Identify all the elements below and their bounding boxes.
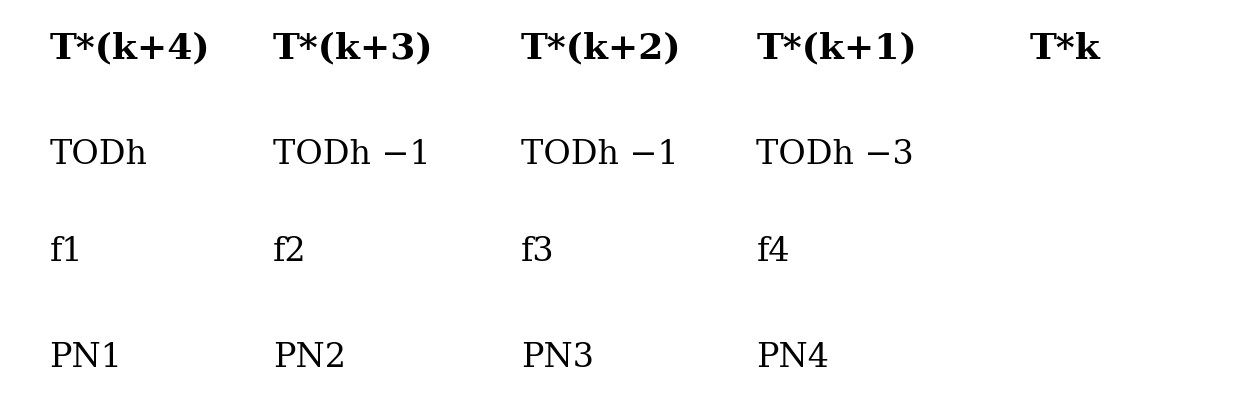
Text: PN2: PN2	[273, 342, 346, 374]
Text: T*(k+1): T*(k+1)	[756, 32, 918, 66]
Text: f2: f2	[273, 236, 306, 268]
Text: PN3: PN3	[521, 342, 594, 374]
Text: T*(k+2): T*(k+2)	[521, 32, 682, 66]
Text: TODh: TODh	[50, 139, 148, 171]
Text: f4: f4	[756, 236, 790, 268]
Text: T*(k+3): T*(k+3)	[273, 32, 434, 66]
Text: TODh −3: TODh −3	[756, 139, 914, 171]
Text: T*(k+4): T*(k+4)	[50, 32, 211, 66]
Text: TODh −1: TODh −1	[521, 139, 678, 171]
Text: f3: f3	[521, 236, 554, 268]
Text: f1: f1	[50, 236, 83, 268]
Text: PN1: PN1	[50, 342, 123, 374]
Text: TODh −1: TODh −1	[273, 139, 430, 171]
Text: PN4: PN4	[756, 342, 830, 374]
Text: T*k: T*k	[1029, 32, 1100, 66]
